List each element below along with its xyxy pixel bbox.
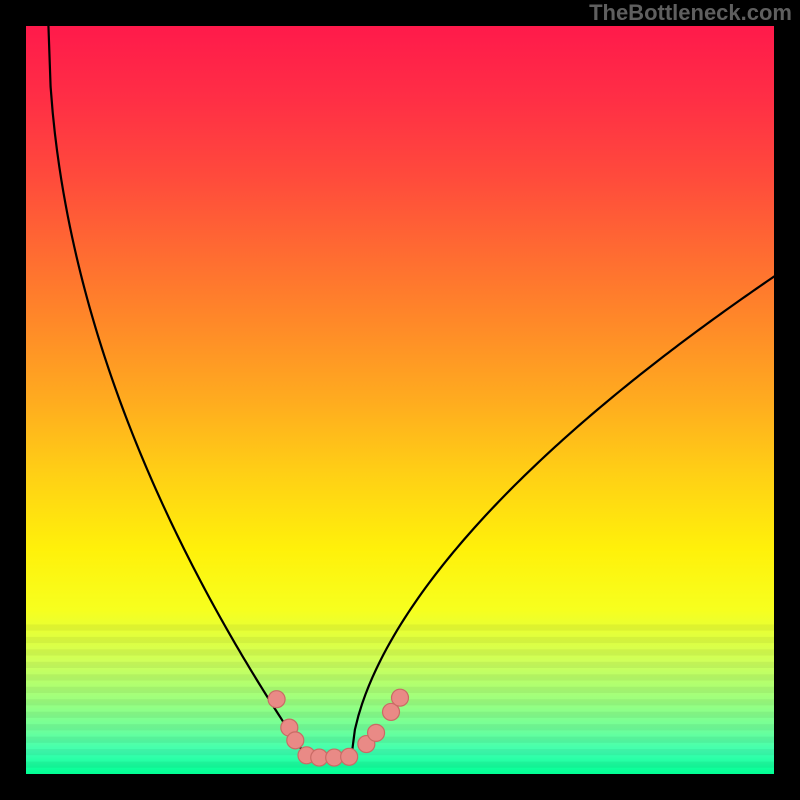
watermark-label: TheBottleneck.com (589, 0, 792, 26)
gradient-band (26, 749, 774, 755)
gradient-band (26, 637, 774, 643)
data-marker (287, 732, 304, 749)
data-marker (368, 724, 385, 741)
gradient-band (26, 737, 774, 743)
gradient-band (26, 674, 774, 680)
chart-svg (0, 0, 800, 800)
gradient-band (26, 662, 774, 668)
data-marker (268, 691, 285, 708)
gradient-band (26, 649, 774, 655)
data-marker (341, 748, 358, 765)
bottleneck-curve (48, 26, 774, 757)
gradient-band (26, 724, 774, 730)
data-marker (392, 689, 409, 706)
gradient-band (26, 762, 774, 768)
